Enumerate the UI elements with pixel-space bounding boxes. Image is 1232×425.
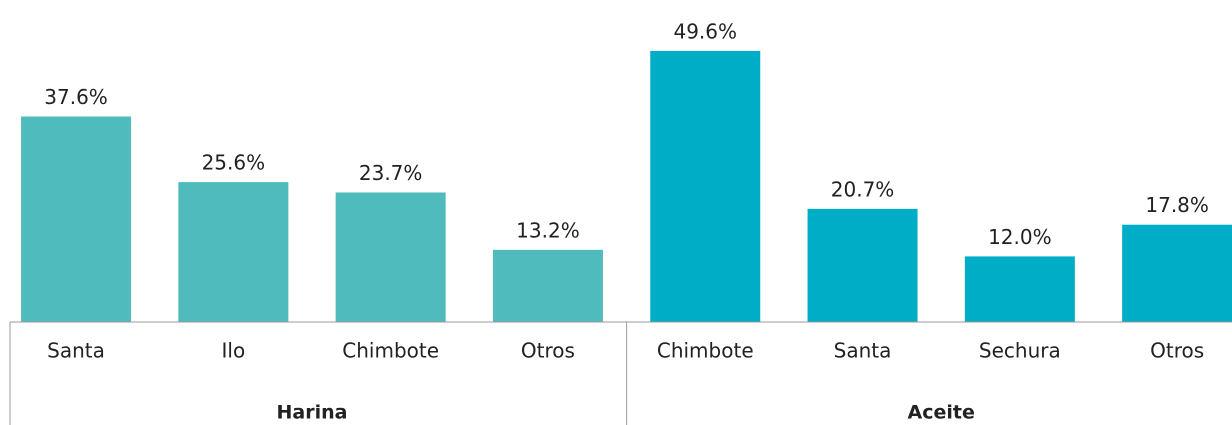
x-tick-label: Chimbote — [342, 339, 439, 363]
x-tick-label: Sechura — [979, 339, 1061, 363]
x-tick-label: Santa — [834, 339, 892, 363]
x-tick-label: Chimbote — [657, 339, 754, 363]
value-label: 20.7% — [831, 177, 895, 201]
group-label: Aceite — [908, 402, 975, 424]
value-label: 49.6% — [673, 19, 737, 43]
value-label: 13.2% — [516, 218, 580, 242]
x-tick-label: Otros — [1150, 339, 1204, 363]
bar — [650, 50, 761, 322]
bar — [335, 192, 446, 322]
bar — [1122, 224, 1232, 322]
x-tick-label: Otros — [521, 339, 575, 363]
x-tick-label: Santa — [47, 339, 105, 363]
group-label: Harina — [277, 402, 348, 424]
bar — [178, 182, 289, 322]
bar — [807, 208, 918, 322]
value-label: 37.6% — [44, 85, 108, 109]
x-tick-label: Ilo — [221, 339, 245, 363]
value-label: 17.8% — [1145, 193, 1209, 217]
value-label: 25.6% — [202, 151, 266, 175]
bar — [492, 249, 603, 322]
bar — [21, 116, 132, 323]
bar — [964, 256, 1075, 322]
value-label: 12.0% — [988, 225, 1052, 249]
value-label: 23.7% — [359, 161, 423, 185]
